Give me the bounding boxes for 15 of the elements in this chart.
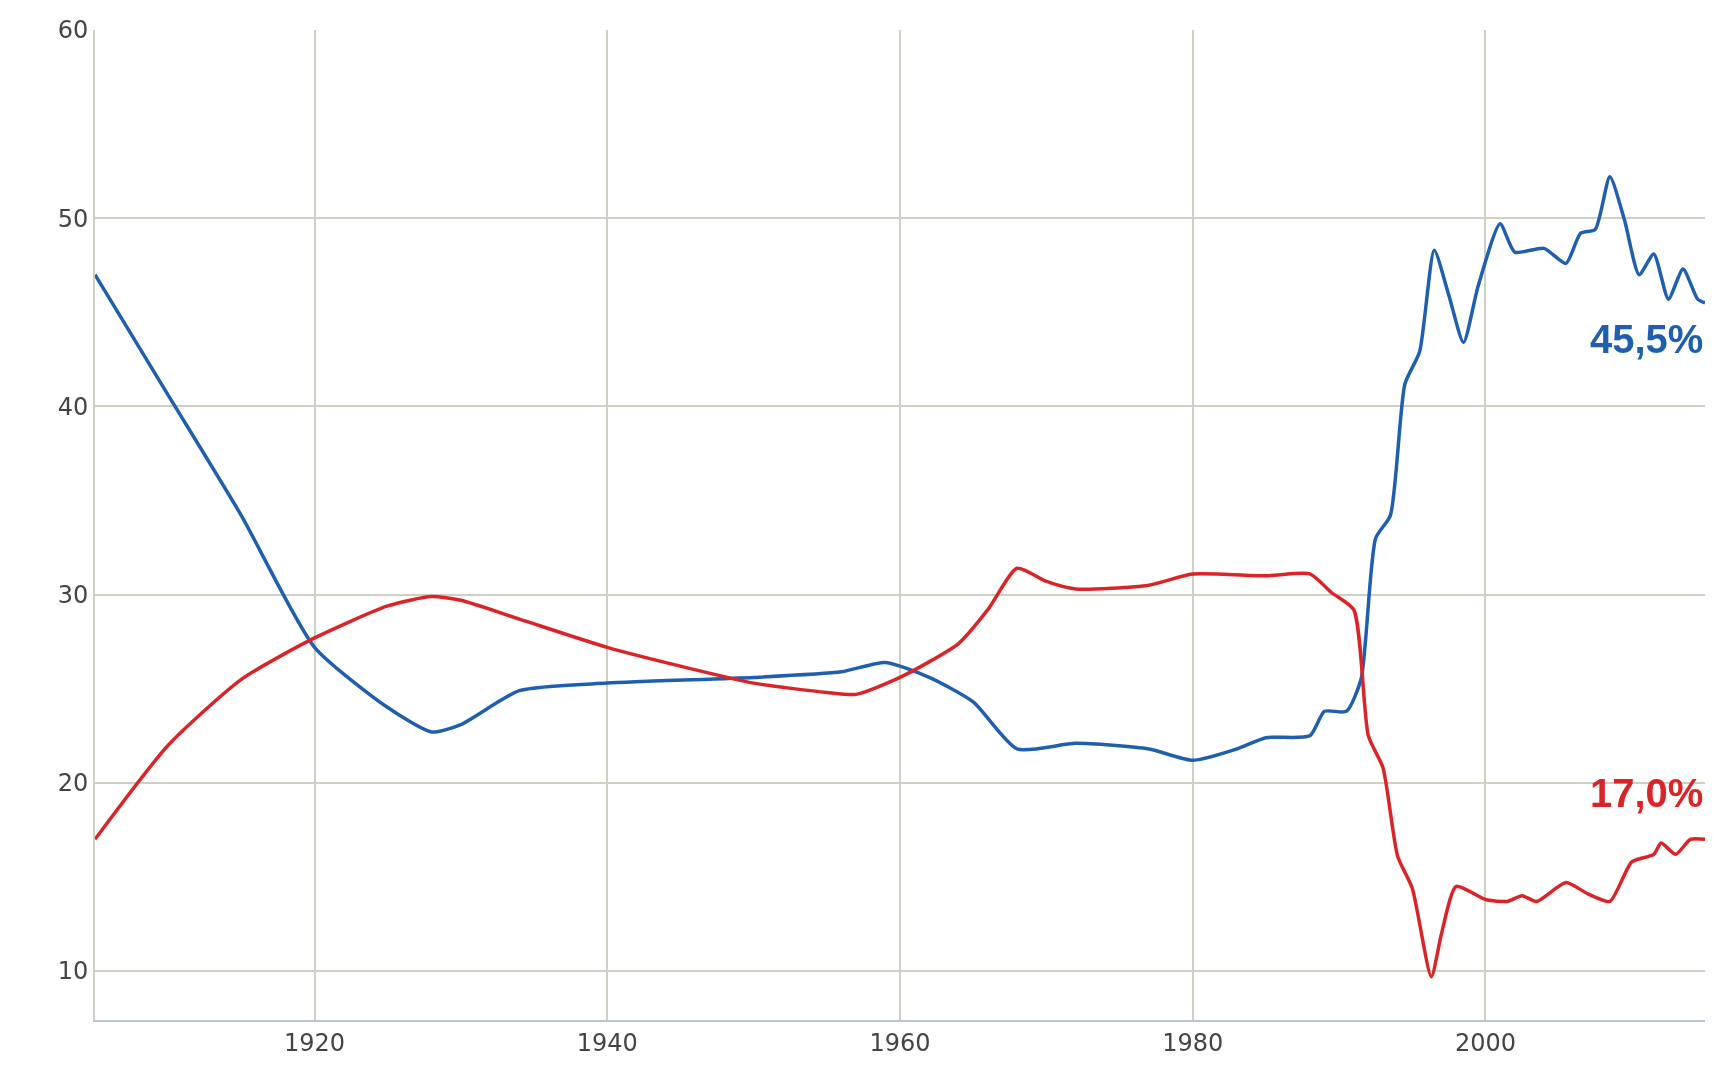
line-series — [95, 175, 1705, 763]
x-tick-label: 1960 — [869, 1028, 931, 1057]
annotation: 17,0% — [1590, 771, 1704, 815]
y-tick-label: 20 — [57, 769, 89, 798]
y-tick-label: 50 — [57, 204, 89, 233]
line-series — [95, 566, 1705, 979]
x-tick-label: 2000 — [1454, 1028, 1516, 1057]
y-tick-label: 60 — [57, 16, 89, 45]
y-tick-label: 30 — [57, 581, 89, 610]
y-tick-label: 40 — [57, 392, 89, 421]
annotation: 45,5% — [1590, 317, 1704, 361]
y-tick-label: 10 — [57, 957, 89, 986]
x-tick-label: 1920 — [284, 1028, 346, 1057]
x-tick-label: 1980 — [1162, 1028, 1224, 1057]
x-tick-label: 1940 — [576, 1028, 638, 1057]
